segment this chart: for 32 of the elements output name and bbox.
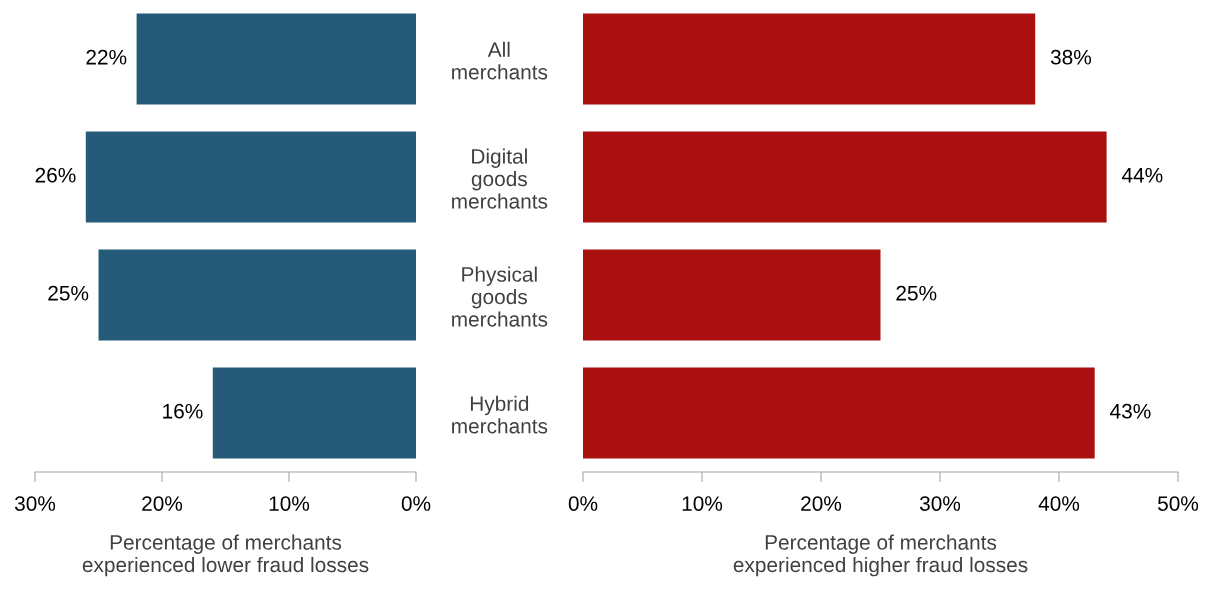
x-tick-label: 30% — [919, 496, 961, 511]
data-label: 44% — [1121, 167, 1163, 183]
data-label: 38% — [1050, 49, 1092, 65]
bar — [583, 131, 1107, 223]
x-tick-label: 20% — [142, 496, 183, 511]
x-tick-label: 0% — [401, 496, 431, 511]
bar — [212, 367, 416, 459]
x-tick-label: 10% — [682, 496, 723, 511]
data-label: 25% — [48, 285, 89, 301]
data-label: 16% — [163, 403, 203, 419]
x-axis-title: Percentage of merchants experienced higher fraud losses — [733, 534, 1028, 577]
x-tick-label: 50% — [1157, 496, 1199, 511]
x-tick-label: 10% — [269, 496, 310, 511]
x-tick-label: 40% — [1038, 496, 1080, 511]
bar — [85, 131, 416, 223]
bar — [136, 13, 416, 105]
bar — [583, 13, 1036, 105]
x-tick-label: 20% — [801, 496, 842, 511]
data-label: 43% — [1110, 403, 1151, 419]
x-tick-label: 30% — [14, 496, 56, 511]
bar — [583, 249, 881, 341]
data-label: 22% — [86, 49, 127, 65]
data-label: 25% — [896, 285, 937, 301]
bar — [98, 249, 416, 341]
y-tick-label: Digital goods merchants — [452, 148, 548, 209]
data-label: 26% — [35, 167, 76, 183]
y-tick-label: All merchants — [452, 41, 548, 80]
bar — [583, 367, 1095, 459]
x-tick-label: 0% — [568, 496, 598, 511]
x-axis-title: Percentage of merchants experienced lower fraud losses — [82, 534, 369, 577]
y-tick-label: Physical goods merchants — [452, 266, 548, 327]
y-tick-label: Hybrid merchants — [452, 395, 548, 434]
